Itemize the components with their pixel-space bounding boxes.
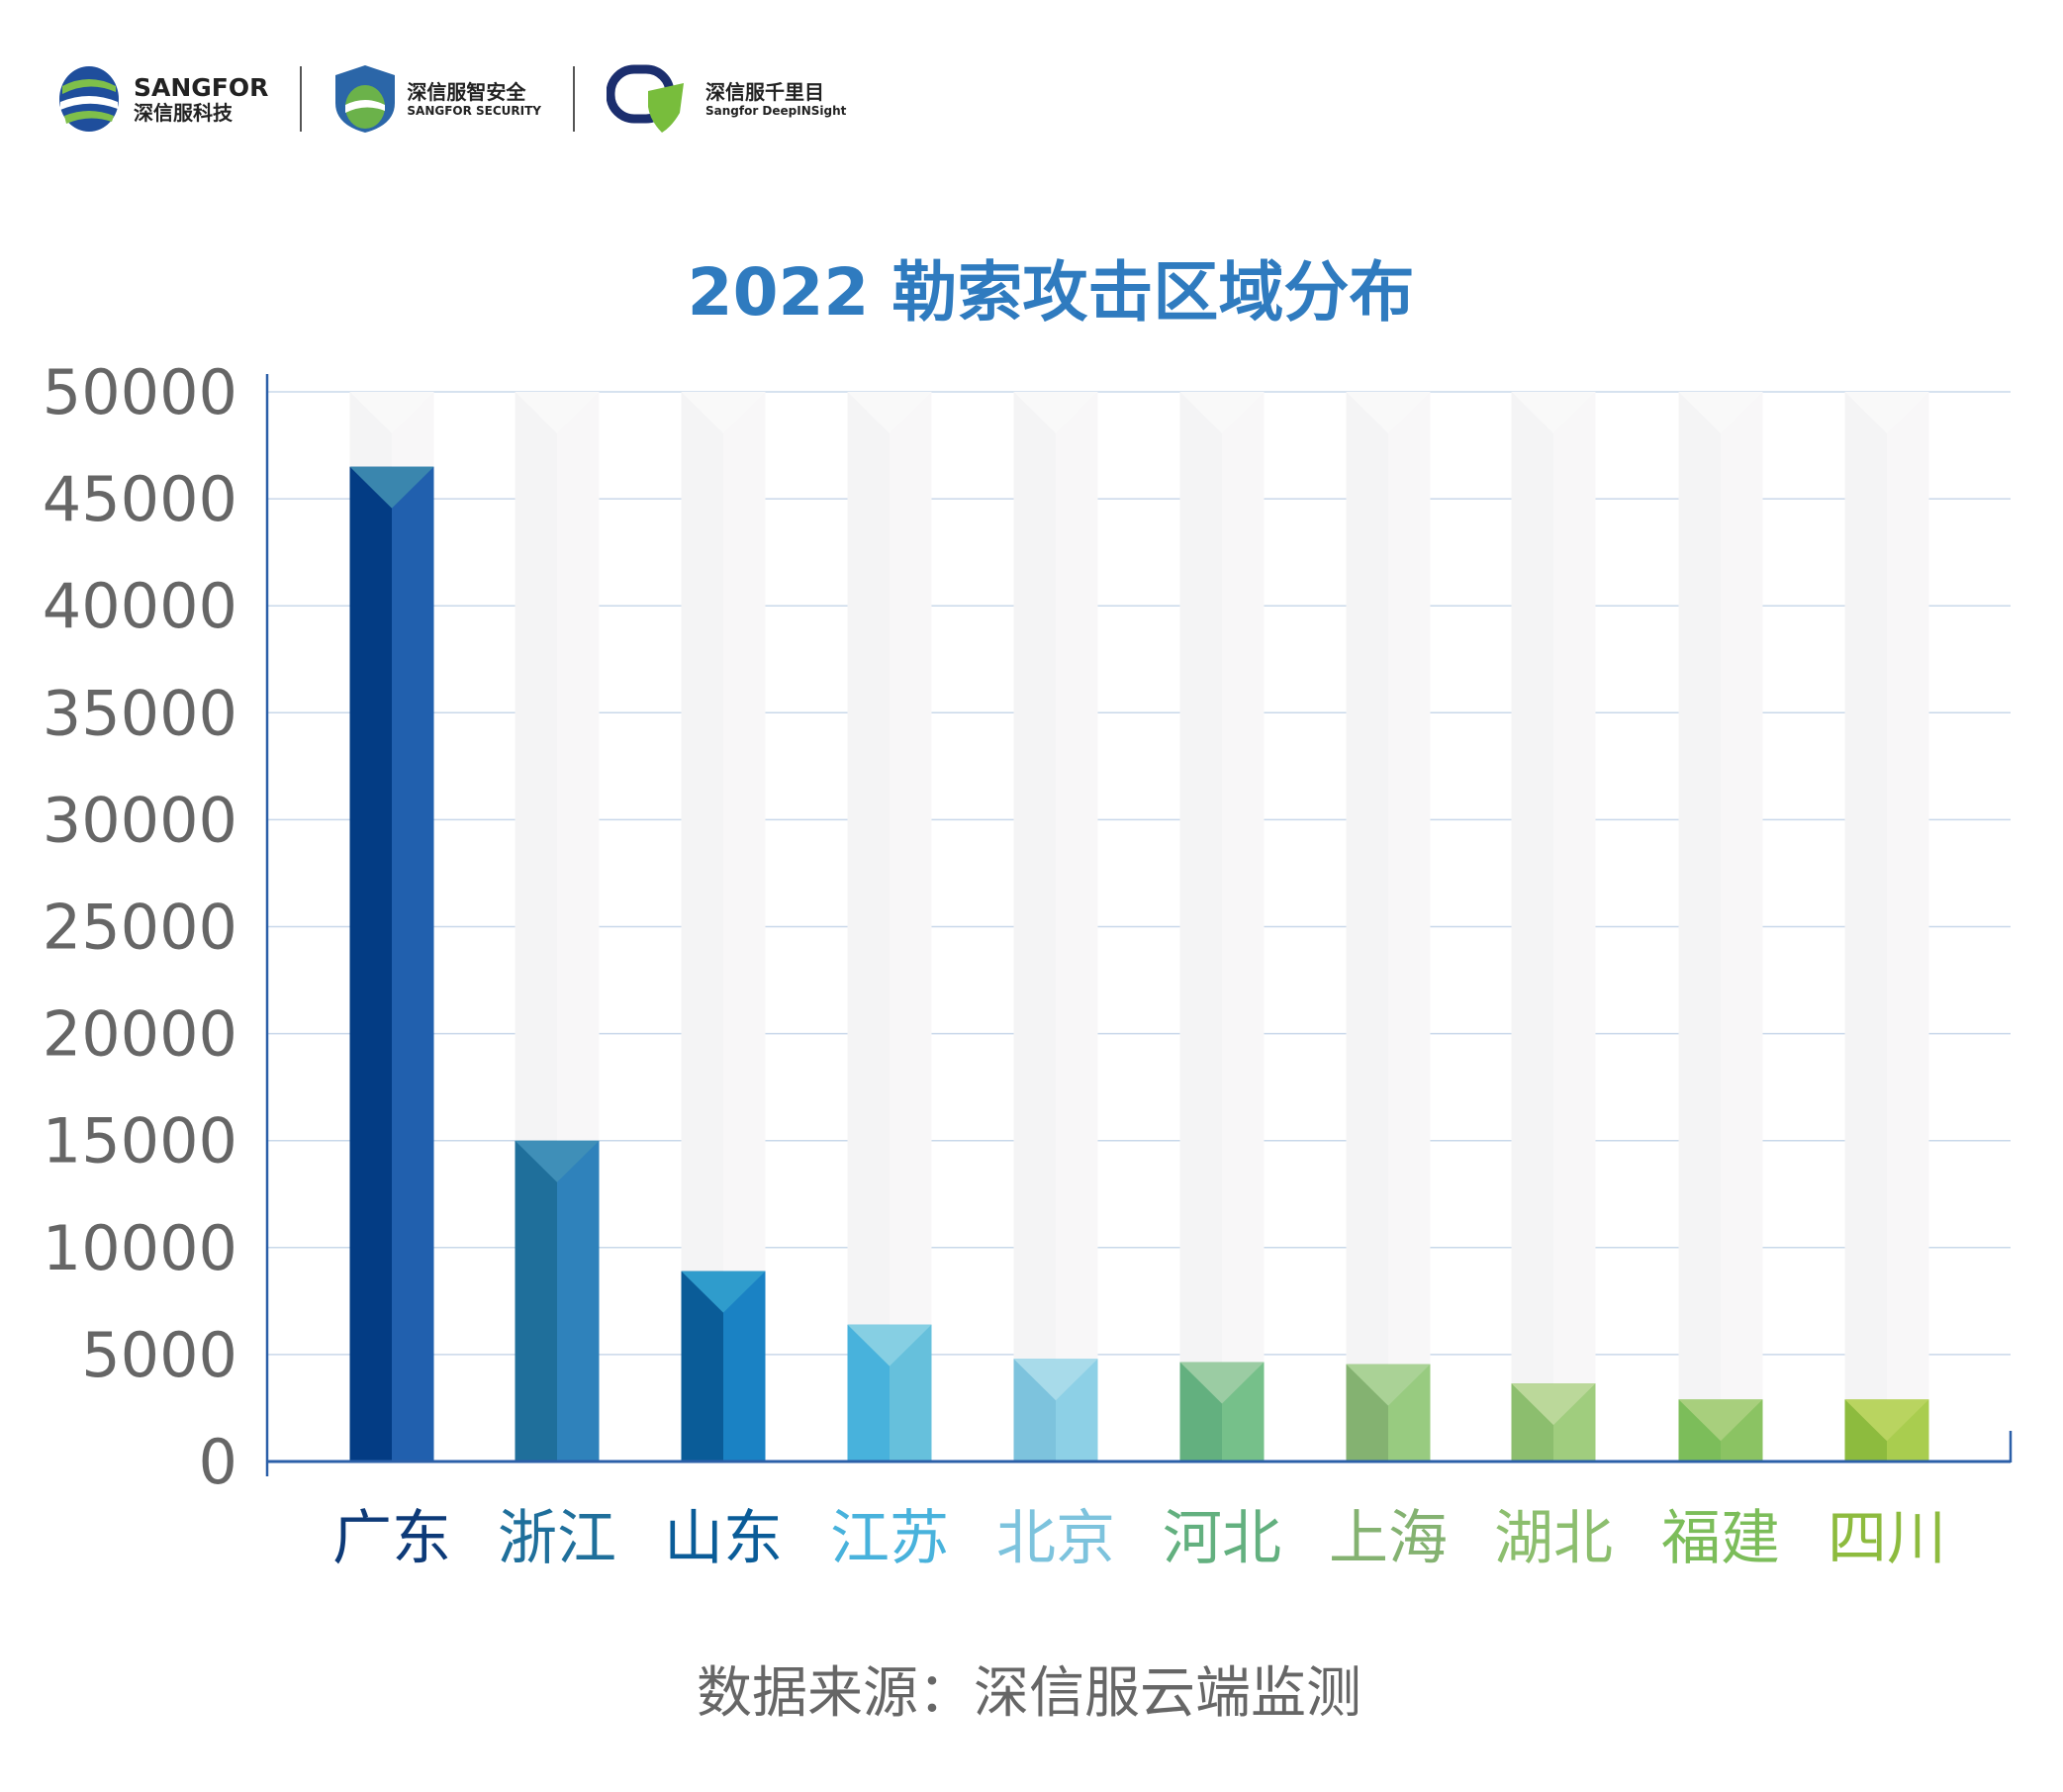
bar-top-facet — [1511, 1383, 1596, 1426]
y-tick-label: 10000 — [43, 1212, 237, 1284]
x-category-label: 上海 — [1329, 1504, 1448, 1573]
bar-background — [1346, 392, 1431, 1462]
bar — [349, 466, 434, 1462]
deepinsight-logo-cn: 深信服千里目 — [705, 80, 824, 104]
bar-top-facet — [1346, 1364, 1431, 1406]
bar — [847, 1324, 932, 1462]
y-tick-label: 15000 — [43, 1105, 237, 1178]
x-category-label: 河北 — [1163, 1504, 1281, 1573]
bar-top-facet — [1678, 1399, 1763, 1442]
bar — [1013, 1359, 1098, 1462]
deepinsight-logo: 深信服千里目 Sangfor DeepINSight — [607, 63, 846, 135]
bar-top-facet — [515, 1140, 600, 1182]
bar — [681, 1271, 766, 1462]
bar-top-facet — [1013, 1359, 1098, 1401]
y-tick-label: 30000 — [43, 784, 237, 856]
y-tick-label: 25000 — [43, 892, 237, 964]
bar — [1511, 1383, 1596, 1462]
bar-top-facet — [349, 466, 434, 509]
y-tick-label: 0 — [199, 1426, 237, 1498]
bar-left-face — [515, 1140, 557, 1462]
bar-right-face — [392, 466, 434, 1462]
bar — [1678, 1399, 1763, 1462]
bar-top-facet — [1844, 1399, 1929, 1442]
security-logo-en: SANGFOR SECURITY — [407, 104, 541, 118]
bar — [515, 1140, 600, 1462]
x-category-label: 广东 — [332, 1504, 451, 1573]
sangfor-logo-cn: 深信服科技 — [134, 100, 233, 125]
bar-top-facet — [847, 1324, 932, 1367]
bar — [1346, 1364, 1431, 1462]
deepinsight-eye-icon — [607, 64, 684, 133]
sangfor-globe-icon — [59, 66, 119, 132]
bar-background — [847, 392, 932, 1462]
bar-top-facet — [1179, 1362, 1265, 1404]
logo-bar: SANGFOR 深信服科技 深信服智安全 SANGFOR SECURITY 深信… — [54, 59, 846, 139]
x-category-label: 浙江 — [498, 1504, 616, 1573]
bar-background — [1013, 392, 1098, 1462]
deepinsight-logo-en: Sangfor DeepINSight — [705, 104, 847, 118]
data-source-note: 数据来源：深信服云端监测 — [697, 1661, 1361, 1726]
bar — [1844, 1399, 1929, 1462]
shield-icon — [335, 65, 396, 133]
x-category-label: 江苏 — [830, 1504, 949, 1573]
sangfor-logo-name: SANGFOR — [134, 72, 269, 102]
x-category-label: 山东 — [664, 1504, 783, 1573]
sangfor-logo: SANGFOR 深信服科技 — [54, 64, 268, 134]
bar-background — [1844, 392, 1929, 1462]
bar — [1179, 1362, 1265, 1462]
bar-top-facet — [681, 1271, 766, 1313]
y-tick-label: 45000 — [43, 463, 237, 535]
sangfor-security-logo: 深信服智安全 SANGFOR SECURITY — [333, 63, 541, 135]
bar-background — [1179, 392, 1265, 1462]
security-logo-cn: 深信服智安全 — [407, 80, 526, 104]
bar-right-face — [557, 1140, 600, 1462]
bar-background — [1511, 392, 1596, 1462]
x-category-label: 四川 — [1828, 1504, 1946, 1573]
bar-background — [1678, 392, 1763, 1462]
bar-left-face — [349, 466, 392, 1462]
x-category-label: 福建 — [1661, 1504, 1780, 1573]
y-tick-label: 50000 — [43, 356, 237, 428]
chart-title: 2022 勒索攻击区域分布 — [688, 254, 1415, 330]
x-category-label: 湖北 — [1494, 1504, 1613, 1573]
y-tick-label: 5000 — [81, 1319, 237, 1391]
y-tick-label: 40000 — [43, 570, 237, 642]
logo-divider — [300, 66, 303, 132]
y-tick-label: 20000 — [43, 998, 237, 1071]
logo-divider — [573, 66, 575, 132]
x-category-label: 北京 — [996, 1504, 1115, 1573]
y-tick-label: 35000 — [43, 677, 237, 749]
